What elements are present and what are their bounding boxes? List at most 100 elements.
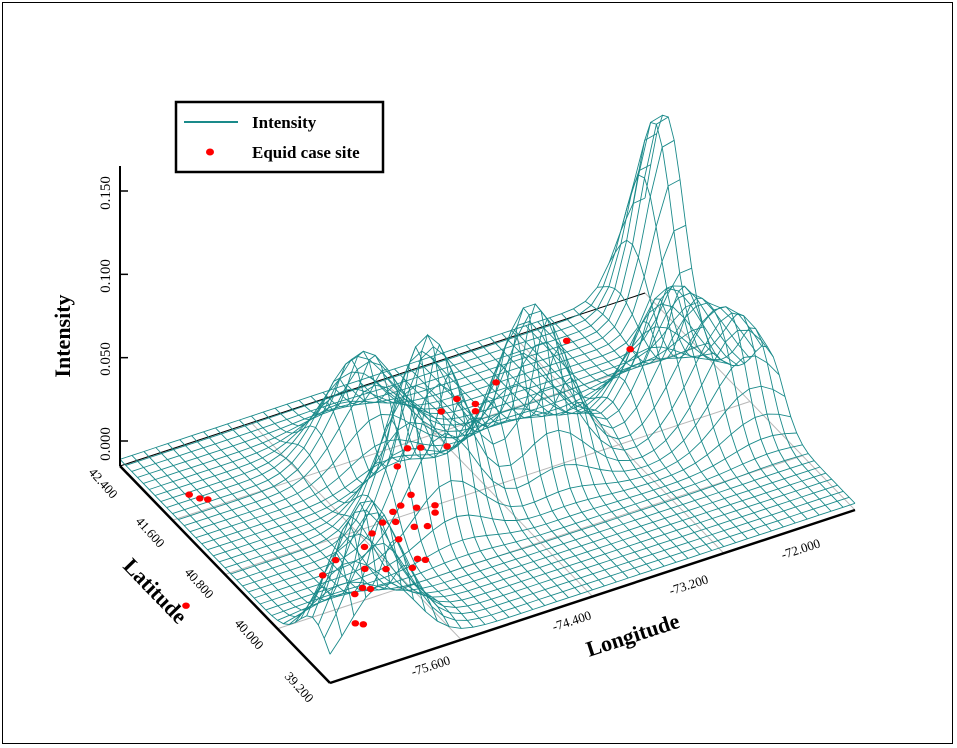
- surface-lon-line: [215, 427, 426, 612]
- surface-lon-line: [119, 458, 331, 655]
- lon-tick-text: -73.200: [667, 571, 710, 598]
- surface-lon-line: [358, 380, 569, 599]
- legend-label-case-site: Equid case site: [252, 143, 360, 162]
- surface-lat-line: [283, 453, 809, 625]
- surface-lon-line: [250, 415, 462, 629]
- z-tick-text: 0.050: [98, 342, 114, 376]
- surface-lon-line: [238, 419, 450, 627]
- lon-tick-text: -74.400: [550, 607, 593, 634]
- case-site-point: [471, 408, 480, 415]
- case-site-point: [359, 621, 368, 628]
- surface-lon-line: [417, 307, 629, 579]
- surface-lon-line: [632, 121, 844, 508]
- surface-lon-line: [143, 451, 355, 616]
- longitude-axis-title-text: Longitude: [583, 608, 683, 662]
- case-site-point: [431, 509, 439, 516]
- surface-lon-line: [167, 443, 379, 601]
- surface-lon-line: [346, 384, 558, 602]
- longitude-axis-line: [329, 508, 856, 685]
- lat-tick-label-3: 41.600: [133, 514, 168, 551]
- surface-lon-line: [561, 298, 772, 532]
- legend-label-intensity: Intensity: [252, 113, 317, 132]
- surface-lon-line: [441, 318, 653, 571]
- legend: Intensity Equid case site: [174, 100, 385, 174]
- case-site-point: [196, 495, 204, 502]
- surface-lon-line: [513, 329, 725, 547]
- case-site-point: [391, 518, 400, 526]
- lon-tick-label-2: -73.200: [667, 571, 710, 598]
- case-site-point: [360, 543, 369, 551]
- case-site-point: [408, 564, 417, 571]
- case-site-points: [182, 337, 634, 628]
- legend-dot-swatch: [206, 148, 214, 156]
- intensity-surface: [119, 114, 856, 655]
- lon-tick-label-3: -72.000: [779, 535, 822, 562]
- lon-tick-text: -72.000: [779, 535, 822, 562]
- longitude-axis-title: Longitude: [583, 608, 683, 662]
- surface-lon-line: [322, 343, 534, 610]
- lon-tick-label-0: -75.600: [409, 652, 452, 679]
- surface-lon-line: [608, 239, 820, 516]
- z-axis-title-text: Intensity: [50, 294, 75, 377]
- case-site-point: [410, 523, 419, 530]
- surface-lon-line: [429, 303, 641, 575]
- case-site-point: [358, 584, 367, 592]
- latitude-axis-line: [119, 465, 331, 684]
- z-tick-labels: 0.000 0.050 0.100 0.150: [98, 176, 114, 461]
- case-site-point: [626, 346, 634, 353]
- surface-lon-line: [573, 285, 784, 528]
- surface-lon-line: [310, 333, 522, 614]
- case-site-point: [431, 502, 439, 509]
- lon-tick-labels: -75.600 -74.400 -73.200 -72.000: [409, 535, 822, 679]
- case-site-point: [393, 463, 402, 470]
- surface-lon-line: [537, 321, 748, 540]
- case-site-point: [423, 522, 432, 530]
- surface-lat-line: [265, 413, 791, 611]
- case-site-point: [204, 496, 212, 503]
- surface-lon-line: [501, 333, 713, 551]
- case-site-point: [331, 556, 340, 564]
- latitude-axis-title: Latitude: [118, 553, 192, 629]
- case-site-point: [182, 602, 190, 609]
- surface-lon-line: [227, 423, 438, 622]
- case-site-point: [382, 565, 390, 573]
- z-tick-label-2: 0.100: [98, 259, 114, 293]
- case-site-point: [416, 444, 425, 451]
- z-tick-text: 0.150: [98, 176, 114, 210]
- case-site-point: [368, 530, 376, 537]
- case-site-point: [403, 445, 412, 452]
- surface-lon-line: [549, 317, 760, 536]
- back-walls: [119, 292, 646, 467]
- case-site-point: [412, 504, 421, 511]
- surface-lat-line: [312, 484, 838, 618]
- z-tick-label-3: 0.150: [98, 176, 114, 210]
- lat-tick-label-2: 40.800: [182, 565, 217, 602]
- surface-lon-line: [453, 346, 665, 567]
- surface-lon-line: [525, 325, 737, 544]
- lat-tick-text: 41.600: [133, 514, 168, 551]
- surface-lon-line: [489, 337, 701, 555]
- surface-lon-line: [585, 285, 796, 524]
- case-site-point: [413, 555, 422, 562]
- back-floor-edge: [119, 292, 646, 467]
- lat-tick-text: 40.000: [232, 616, 267, 653]
- z-tick-label-1: 0.050: [98, 342, 114, 376]
- lon-tick-text: -75.600: [409, 652, 452, 679]
- surface-lon-line: [262, 411, 474, 628]
- lat-tick-label-1: 40.000: [232, 616, 267, 653]
- surface-lon-line: [155, 447, 367, 606]
- lat-tick-text: 40.800: [182, 565, 217, 602]
- floor-grid-line: [644, 292, 856, 511]
- surface-lat-line: [149, 139, 675, 490]
- surface-lon-line: [179, 439, 391, 597]
- case-site-point: [453, 395, 461, 403]
- case-site-point: [407, 491, 415, 498]
- z-axis-title: Intensity: [50, 294, 75, 377]
- lat-tick-text: 39.200: [282, 669, 317, 706]
- case-site-point: [437, 408, 446, 415]
- surface-lon-line: [465, 344, 677, 563]
- z-tick-text: 0.000: [98, 427, 114, 461]
- case-site-point: [492, 379, 500, 386]
- case-site-point: [394, 536, 403, 543]
- case-site-point: [421, 556, 430, 563]
